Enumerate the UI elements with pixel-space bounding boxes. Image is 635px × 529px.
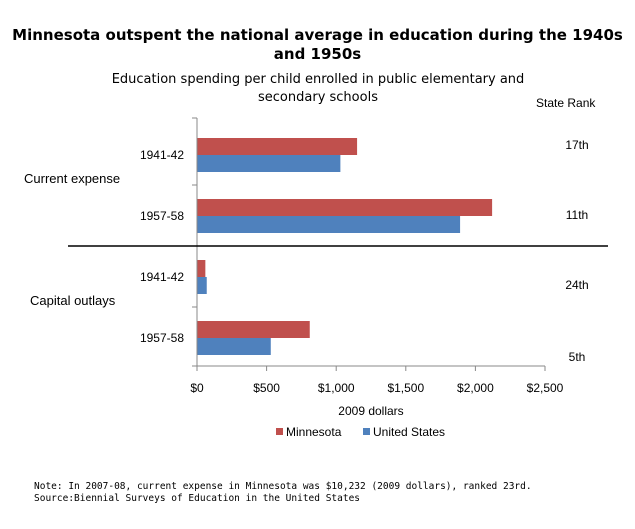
- category-label: 1957-58: [140, 331, 184, 345]
- x-tick-label: $500: [253, 381, 280, 395]
- state-rank-value: 5th: [569, 350, 586, 364]
- legend-label-united-states: United States: [373, 425, 445, 439]
- bar-minnesota-3: [197, 260, 206, 277]
- source-text: Source:Biennial Surveys of Education in …: [34, 493, 361, 504]
- group-label-current-expense: Current expense: [24, 171, 120, 186]
- state-rank-value: 24th: [565, 278, 588, 292]
- note-text: Note: In 2007-08, current expense in Min…: [34, 481, 532, 492]
- x-tick-label: $1,000: [318, 381, 355, 395]
- bar-united-states-3: [197, 277, 207, 294]
- bar-minnesota-4: [197, 321, 310, 338]
- bar-united-states-2: [197, 216, 461, 233]
- bar-minnesota-2: [197, 199, 493, 216]
- chart-title: Minnesota outspent the national average …: [12, 26, 623, 63]
- category-label: 1941-42: [140, 148, 184, 162]
- state-rank-value: 17th: [565, 138, 588, 152]
- legend-swatch-united-states: [363, 428, 370, 435]
- x-tick-label: $2,500: [527, 381, 564, 395]
- bar-minnesota-1: [197, 138, 358, 155]
- bar-united-states-1: [197, 155, 341, 172]
- x-tick-label: $1,500: [387, 381, 424, 395]
- state-rank-value: 11th: [566, 208, 588, 222]
- footnote: Note: In 2007-08, current expense in Min…: [34, 481, 532, 505]
- x-tick-label: $0: [190, 381, 204, 395]
- x-axis-title: 2009 dollars: [338, 404, 403, 418]
- x-tick-label: $2,000: [457, 381, 494, 395]
- category-label: 1957-58: [140, 209, 184, 223]
- group-label-capital-outlays: Capital outlays: [30, 293, 116, 308]
- category-label: 1941-42: [140, 270, 184, 284]
- bar-united-states-4: [197, 338, 271, 355]
- state-rank-header: State Rank: [536, 96, 596, 110]
- legend-label-minnesota: Minnesota: [286, 425, 342, 439]
- chart-subtitle: Education spending per child enrolled in…: [111, 72, 525, 105]
- legend-swatch-minnesota: [276, 428, 283, 435]
